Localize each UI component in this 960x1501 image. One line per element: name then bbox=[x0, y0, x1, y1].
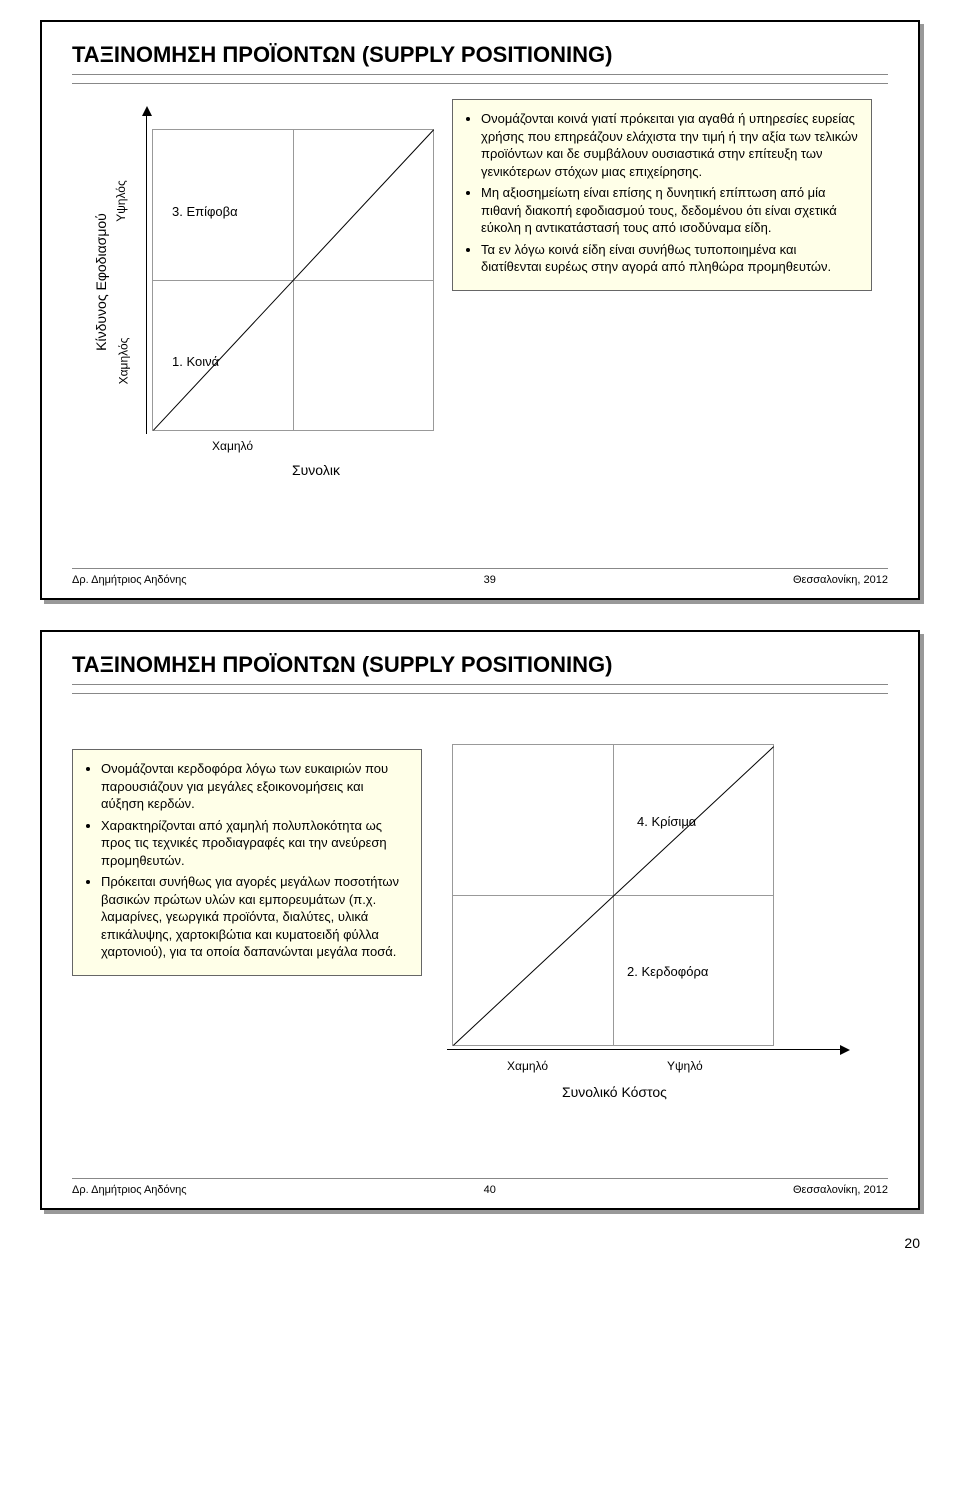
x-low-label: Χαμηλό bbox=[507, 1059, 548, 1073]
quad-top-right: 4. Κρίσιμα bbox=[637, 814, 696, 829]
bullet-item: Χαρακτηρίζονται από χαμηλή πολυπλοκότητα… bbox=[101, 817, 409, 870]
y-axis-line bbox=[146, 114, 147, 434]
content-area: Κίνδυνος Εφοδιασμού Υψηλός Χαμηλός 3. Επ… bbox=[72, 104, 888, 524]
slide-frame: ΤΑΞΙΝΟΜΗΣΗ ΠΡΟΪΟΝΤΩΝ (SUPPLY POSITIONING… bbox=[40, 630, 920, 1210]
quad-top-left: 3. Επίφοβα bbox=[172, 204, 238, 219]
x-low-label: Χαμηλό bbox=[212, 439, 253, 453]
quad-bottom-right: 2. Κερδοφόρα bbox=[627, 964, 708, 979]
bullet-item: Τα εν λόγω κοινά είδη είναι συνήθως τυπο… bbox=[481, 241, 859, 276]
content-area: Ονομάζονται κερδοφόρα λόγω των ευκαιριών… bbox=[72, 714, 888, 1134]
slide-frame: ΤΑΞΙΝΟΜΗΣΗ ΠΡΟΪΟΝΤΩΝ (SUPPLY POSITIONING… bbox=[40, 20, 920, 600]
slide-1: ΤΑΞΙΝΟΜΗΣΗ ΠΡΟΪΟΝΤΩΝ (SUPPLY POSITIONING… bbox=[0, 0, 960, 610]
x-high-label: Υψηλό bbox=[667, 1059, 703, 1073]
title-underline bbox=[72, 689, 888, 694]
quad-bottom-left: 1. Κοινά bbox=[172, 354, 219, 369]
bullet-item: Ονομάζονται κοινά γιατί πρόκειται για αγ… bbox=[481, 110, 859, 180]
slide-footer: Δρ. Δημήτριος Αηδόνης 40 Θεσσαλονίκη, 20… bbox=[72, 1178, 888, 1196]
quadrant-grid bbox=[452, 744, 774, 1046]
slide-footer: Δρ. Δημήτριος Αηδόνης 39 Θεσσαλονίκη, 20… bbox=[72, 568, 888, 586]
bullet-item: Μη αξιοσημείωτη είναι επίσης η δυνητική … bbox=[481, 184, 859, 237]
x-axis-line bbox=[447, 1049, 842, 1050]
y-axis-label: Κίνδυνος Εφοδιασμού bbox=[93, 213, 109, 351]
callout-box: Ονομάζονται κοινά γιατί πρόκειται για αγ… bbox=[452, 99, 872, 291]
footer-author: Δρ. Δημήτριος Αηδόνης bbox=[72, 574, 187, 586]
bullet-item: Ονομάζονται κερδοφόρα λόγω των ευκαιριών… bbox=[101, 760, 409, 813]
footer-page: 39 bbox=[484, 574, 496, 586]
slide-2: ΤΑΞΙΝΟΜΗΣΗ ΠΡΟΪΟΝΤΩΝ (SUPPLY POSITIONING… bbox=[0, 610, 960, 1220]
footer-location: Θεσσαλονίκη, 2012 bbox=[793, 1184, 888, 1196]
footer-author: Δρ. Δημήτριος Αηδόνης bbox=[72, 1184, 187, 1196]
bullet-list: Ονομάζονται κερδοφόρα λόγω των ευκαιριών… bbox=[85, 760, 409, 961]
bullet-item: Πρόκειται συνήθως για αγορές μεγάλων ποσ… bbox=[101, 873, 409, 961]
y-low-label: Χαμηλός bbox=[116, 338, 130, 385]
document-page-number: 20 bbox=[0, 1220, 960, 1276]
y-axis-arrow bbox=[142, 106, 152, 116]
slide-title: ΤΑΞΙΝΟΜΗΣΗ ΠΡΟΪΟΝΤΩΝ (SUPPLY POSITIONING… bbox=[72, 652, 888, 685]
x-axis-label: Συνολικ bbox=[292, 462, 340, 478]
callout-box: Ονομάζονται κερδοφόρα λόγω των ευκαιριών… bbox=[72, 749, 422, 976]
bullet-list: Ονομάζονται κοινά γιατί πρόκειται για αγ… bbox=[465, 110, 859, 276]
y-high-label: Υψηλός bbox=[114, 180, 128, 222]
quadrant-grid bbox=[152, 129, 434, 431]
slide-title: ΤΑΞΙΝΟΜΗΣΗ ΠΡΟΪΟΝΤΩΝ (SUPPLY POSITIONING… bbox=[72, 42, 888, 75]
x-axis-label: Συνολικό Κόστος bbox=[562, 1084, 667, 1100]
footer-location: Θεσσαλονίκη, 2012 bbox=[793, 574, 888, 586]
x-axis-arrow bbox=[840, 1045, 850, 1055]
title-underline bbox=[72, 79, 888, 84]
footer-page: 40 bbox=[484, 1184, 496, 1196]
